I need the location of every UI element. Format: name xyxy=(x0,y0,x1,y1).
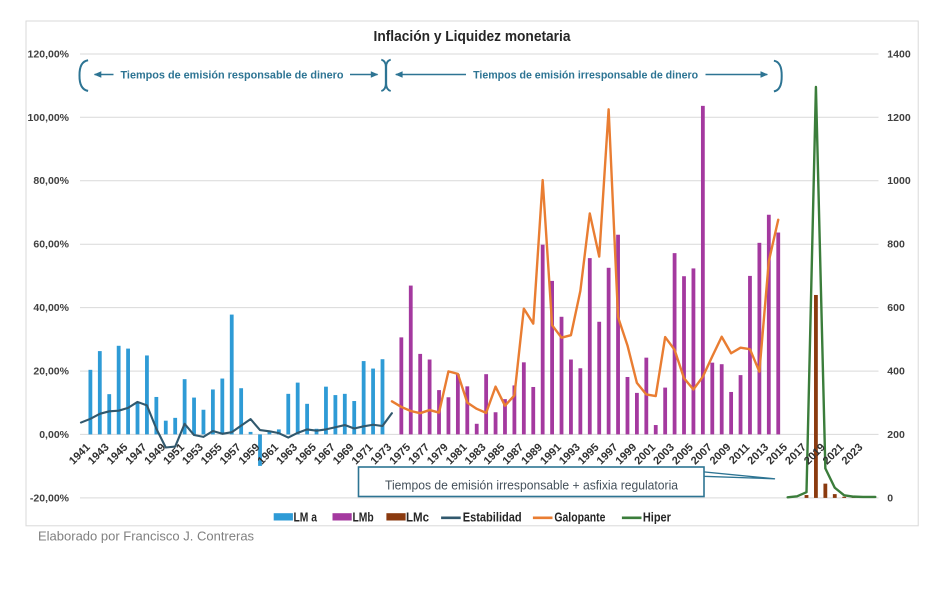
svg-text:Elaborado por Francisco J. Con: Elaborado por Francisco J. Contreras xyxy=(38,529,255,544)
svg-text:1200: 1200 xyxy=(887,112,911,124)
svg-text:-20,00%: -20,00% xyxy=(30,492,70,504)
svg-text:800: 800 xyxy=(887,239,905,251)
svg-text:Tiempos de emisión irresponsab: Tiempos de emisión irresponsable de dine… xyxy=(473,69,698,81)
svg-text:Hiper: Hiper xyxy=(643,510,671,524)
svg-text:400: 400 xyxy=(887,366,905,378)
svg-text:0: 0 xyxy=(887,492,893,504)
svg-text:LM a: LM a xyxy=(294,510,318,524)
svg-text:1000: 1000 xyxy=(887,175,911,187)
svg-text:600: 600 xyxy=(887,302,905,314)
svg-text:80,00%: 80,00% xyxy=(33,175,69,187)
svg-text:1400: 1400 xyxy=(887,49,911,61)
svg-text:LMc: LMc xyxy=(406,510,429,524)
svg-text:40,00%: 40,00% xyxy=(33,302,69,314)
svg-text:0,00%: 0,00% xyxy=(39,429,69,441)
svg-text:60,00%: 60,00% xyxy=(33,239,69,251)
svg-text:120,00%: 120,00% xyxy=(28,49,70,61)
svg-text:Galopante: Galopante xyxy=(554,510,605,524)
svg-text:Tiempos de emisión responsable: Tiempos de emisión responsable de dinero xyxy=(121,69,344,81)
svg-text:200: 200 xyxy=(887,429,905,441)
svg-text:Estabilidad: Estabilidad xyxy=(463,510,522,524)
svg-text:LMb: LMb xyxy=(353,510,374,524)
svg-text:Tiempos de emisión irresponsab: Tiempos de emisión irresponsable + asfix… xyxy=(385,478,679,493)
svg-text:Inflación y Liquidez monetaria: Inflación y Liquidez monetaria xyxy=(374,29,572,45)
svg-text:100,00%: 100,00% xyxy=(28,112,70,124)
svg-text:20,00%: 20,00% xyxy=(33,366,69,378)
